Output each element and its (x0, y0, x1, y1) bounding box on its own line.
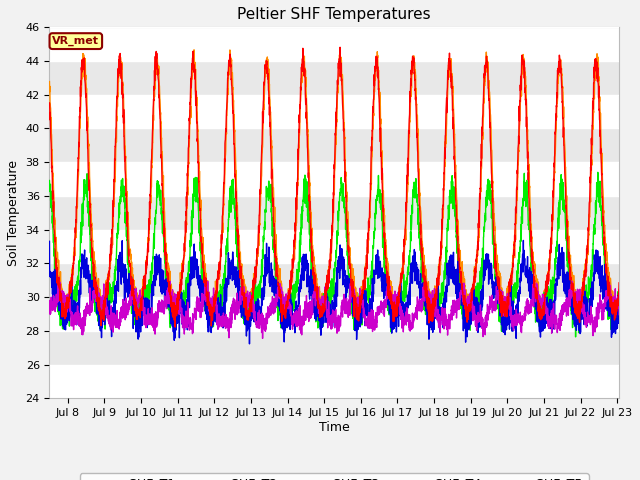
Bar (49, 27, 619, 61)
Bar (49, 162, 619, 196)
Bar (49, 297, 619, 331)
Title: Peltier SHF Temperatures: Peltier SHF Temperatures (237, 7, 431, 22)
X-axis label: Time: Time (319, 421, 349, 434)
Bar (49, 365, 619, 398)
Legend: pSHF_T1, pSHF_T2, pSHF_T3, pSHF_T4, pSHF_T5: pSHF_T1, pSHF_T2, pSHF_T3, pSHF_T4, pSHF… (80, 473, 589, 480)
Y-axis label: Soil Temperature: Soil Temperature (7, 160, 20, 266)
Text: VR_met: VR_met (52, 36, 99, 46)
Bar (49, 95, 619, 129)
Bar (49, 230, 619, 264)
